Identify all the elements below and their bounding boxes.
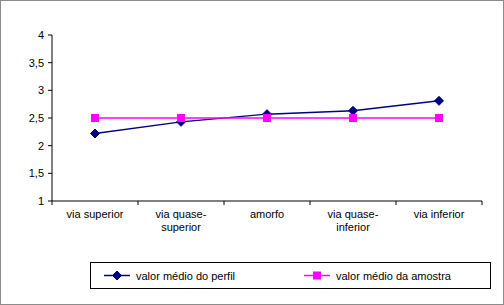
chart-border bbox=[1, 1, 504, 305]
x-tick-label-line: superior bbox=[161, 221, 201, 233]
x-tick-label: via superior bbox=[67, 208, 124, 220]
x-tick-label-line: via quase- bbox=[328, 208, 379, 220]
y-tick-label: 4 bbox=[38, 29, 44, 41]
x-tick bbox=[138, 201, 139, 205]
series-marker bbox=[92, 115, 99, 122]
series-line bbox=[95, 101, 439, 134]
series-marker bbox=[349, 106, 358, 115]
y-tick bbox=[48, 173, 52, 174]
y-tick-label: 1,5 bbox=[29, 167, 44, 179]
y-tick bbox=[48, 90, 52, 91]
y-tick-label: 2,5 bbox=[29, 112, 44, 124]
series-marker bbox=[435, 96, 444, 105]
x-axis bbox=[52, 201, 482, 202]
legend-box bbox=[91, 263, 491, 289]
x-tick-label: via inferior bbox=[414, 208, 465, 220]
series-marker bbox=[91, 129, 100, 138]
x-tick-label-line: inferior bbox=[336, 221, 370, 233]
y-tick-label: 3 bbox=[38, 84, 44, 96]
legend-label: valor médio do perfil bbox=[136, 270, 235, 282]
x-tick bbox=[310, 201, 311, 205]
y-tick bbox=[48, 145, 52, 146]
x-tick-label: via quase-superior bbox=[156, 208, 207, 233]
chart: 1 1,5 2 2,5 3 3,5 4 via superior via quase-super… bbox=[0, 0, 504, 305]
legend-marker bbox=[314, 272, 321, 279]
legend-label: valor médio da amostra bbox=[336, 270, 452, 282]
y-tick-label: 1 bbox=[38, 195, 44, 207]
plot-area bbox=[91, 96, 444, 138]
y-tick-label: 3,5 bbox=[29, 57, 44, 69]
series-marker bbox=[436, 115, 443, 122]
y-tick-label: 2 bbox=[38, 140, 44, 152]
series-marker bbox=[178, 115, 185, 122]
y-tick bbox=[48, 201, 52, 202]
y-tick bbox=[48, 35, 52, 36]
series-marker bbox=[350, 115, 357, 122]
legend-marker bbox=[113, 271, 122, 280]
series-marker bbox=[264, 115, 271, 122]
x-tick bbox=[224, 201, 225, 205]
y-tick bbox=[48, 62, 52, 63]
x-tick-label-line: via quase- bbox=[156, 208, 207, 220]
y-tick bbox=[48, 118, 52, 119]
x-tick bbox=[396, 201, 397, 205]
x-tick bbox=[482, 201, 483, 205]
x-tick-label: amorfo bbox=[250, 208, 284, 220]
x-tick-label: via quase-inferior bbox=[328, 208, 379, 233]
x-tick bbox=[52, 201, 53, 205]
